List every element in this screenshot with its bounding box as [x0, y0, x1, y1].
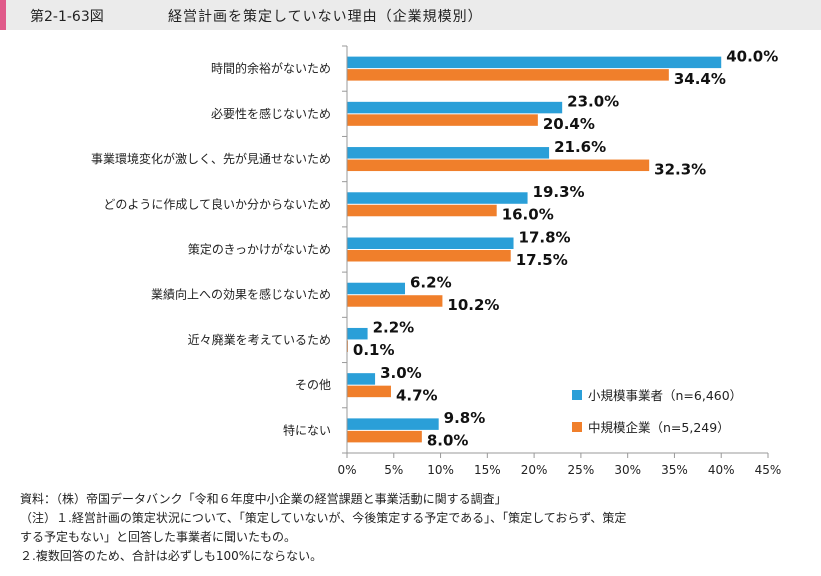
medium-enterprise-bar	[347, 114, 538, 126]
medium-enterprise-value-label: 10.2%	[447, 296, 499, 314]
small-business-bar	[347, 418, 439, 430]
small-business-bar	[347, 327, 368, 340]
medium-enterprise-value-label: 34.4%	[674, 70, 726, 88]
category-label: 策定のきっかけがないため	[188, 242, 331, 257]
category-label: 時間的余裕がないため	[211, 61, 331, 76]
x-tick-label: 30%	[614, 463, 641, 477]
small-business-value-label: 17.8%	[519, 228, 571, 246]
legend-label-medium-enterprise: 中規模企業（n=5,249）	[588, 420, 730, 435]
figure-number: 第2-1-63図	[30, 9, 104, 25]
small-business-bar	[347, 373, 376, 385]
category-label: 近々廃業を考えているため	[188, 332, 331, 347]
x-tick-label: 45%	[755, 463, 782, 477]
legend-swatch-medium-enterprise	[572, 422, 582, 432]
figure-header: 第2-1-63図 経営計画を策定していない理由（企業規模別）	[0, 0, 821, 30]
bar-chart: 時間的余裕がないため必要性を感じないため事業環境変化が激しく、先が見通せないため…	[91, 45, 782, 477]
category-label: 事業環境変化が激しく、先が見通せないため	[91, 151, 331, 166]
medium-enterprise-bar	[347, 385, 391, 398]
small-business-value-label: 2.2%	[373, 319, 415, 337]
medium-enterprise-bar	[347, 430, 422, 443]
medium-enterprise-value-label: 20.4%	[543, 115, 595, 133]
figure-title: 経営計画を策定していない理由（企業規模別）	[168, 9, 483, 25]
medium-enterprise-bar	[347, 250, 511, 262]
category-label: その他	[295, 378, 331, 392]
medium-enterprise-bar	[347, 159, 650, 172]
small-business-bar	[347, 56, 722, 69]
category-label: 業績向上への効果を感じないため	[151, 287, 331, 302]
small-business-bar	[347, 147, 550, 159]
header-accent-bar	[0, 0, 6, 30]
small-business-value-label: 40.0%	[726, 47, 778, 65]
medium-enterprise-bar	[347, 295, 443, 307]
notes: 資料：（株）帝国データバンク「令和６年度中小企業の経営課題と事業活動に関する調査…	[20, 490, 626, 566]
small-business-bar	[347, 237, 514, 249]
medium-enterprise-value-label: 8.0%	[427, 432, 469, 450]
small-business-value-label: 3.0%	[380, 364, 422, 382]
x-tick-label: 10%	[427, 463, 454, 477]
x-tick-label: 15%	[474, 463, 501, 477]
medium-enterprise-value-label: 0.1%	[353, 341, 395, 359]
medium-enterprise-value-label: 17.5%	[516, 251, 568, 269]
small-business-bar	[347, 282, 406, 295]
legend-swatch-small-business	[572, 390, 582, 400]
small-business-value-label: 6.2%	[410, 273, 452, 291]
small-business-bar	[347, 192, 528, 204]
x-tick-label: 35%	[661, 463, 688, 477]
medium-enterprise-bar	[347, 69, 669, 81]
medium-enterprise-value-label: 16.0%	[502, 206, 554, 224]
x-tick-label: 40%	[708, 463, 735, 477]
category-label: どのように作成して良いか分からないため	[103, 196, 331, 211]
small-business-value-label: 9.8%	[444, 409, 486, 427]
small-business-value-label: 21.6%	[554, 138, 606, 156]
x-tick-label: 5%	[384, 463, 403, 477]
category-label: 必要性を感じないため	[211, 106, 331, 121]
note-2: ２.複数回答のため、合計は必ずしも100%にならない。	[20, 549, 323, 563]
legend-label-small-business: 小規模事業者（n=6,460）	[588, 388, 742, 403]
small-business-value-label: 19.3%	[533, 183, 585, 201]
medium-enterprise-value-label: 4.7%	[396, 386, 438, 404]
small-business-value-label: 23.0%	[567, 93, 619, 111]
medium-enterprise-value-label: 32.3%	[654, 160, 706, 178]
small-business-bar	[347, 101, 563, 114]
x-tick-label: 20%	[521, 463, 548, 477]
note-1-line-2: する予定もない」と回答した事業者に聞いたもの。	[20, 530, 297, 544]
source-note: 資料：（株）帝国データバンク「令和６年度中小企業の経営課題と事業活動に関する調査…	[20, 492, 507, 506]
medium-enterprise-bar	[347, 204, 497, 217]
x-tick-label: 25%	[568, 463, 595, 477]
note-1-line-1: （注）１.経営計画の策定状況について、「策定していないが、今後策定する予定である…	[20, 511, 627, 525]
category-label: 特にない	[283, 422, 331, 437]
x-tick-label: 0%	[337, 463, 356, 477]
